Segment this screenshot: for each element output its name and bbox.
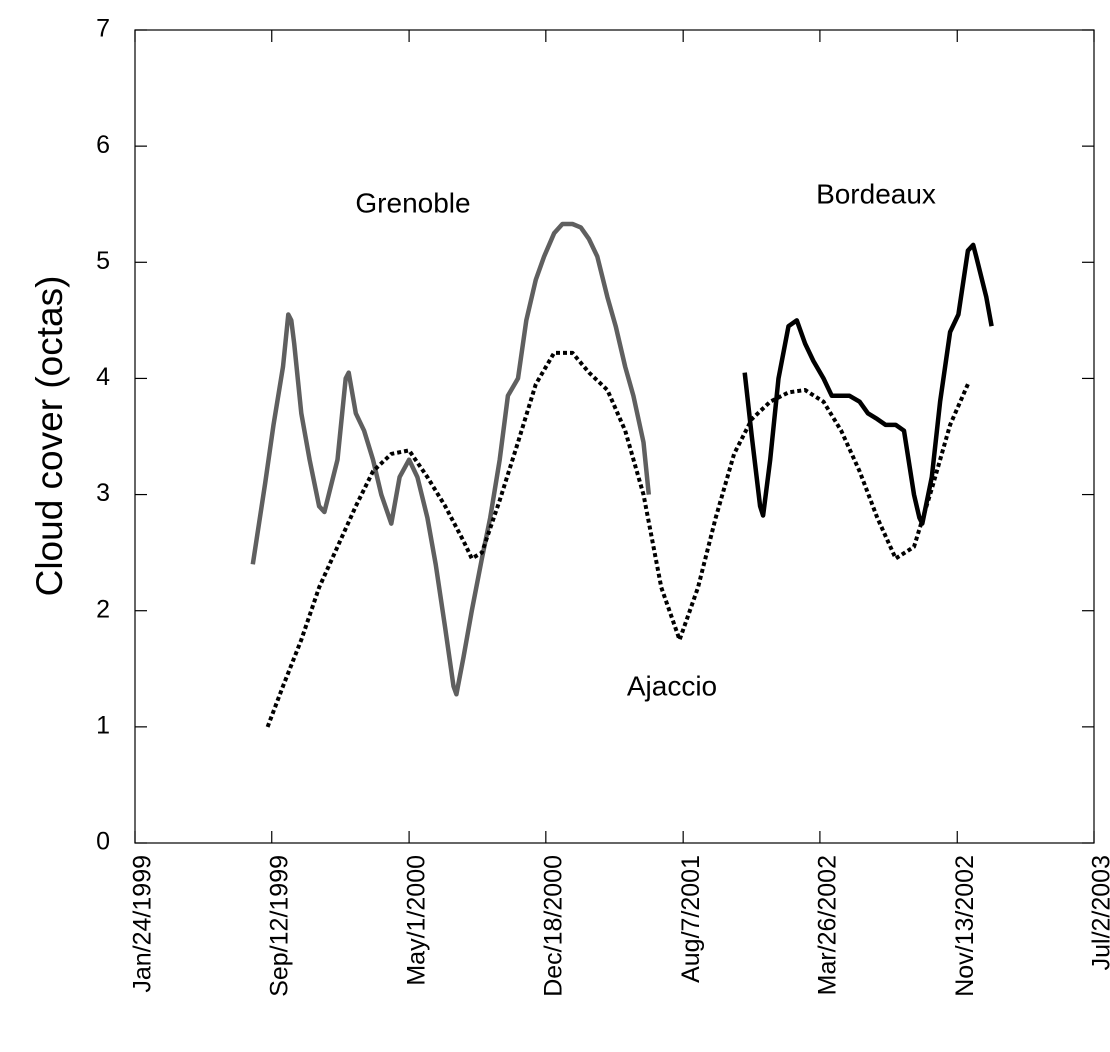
y-axis-label: Cloud cover (octas) bbox=[29, 276, 70, 597]
y-tick-label: 1 bbox=[96, 711, 110, 739]
series-line bbox=[742, 242, 994, 526]
x-tick-label: May/1/2000 bbox=[403, 855, 431, 986]
series-label: Bordeaux bbox=[816, 178, 936, 209]
x-tick-label: Jan/24/1999 bbox=[129, 855, 157, 993]
x-tick-label: Mar/26/2002 bbox=[814, 855, 842, 995]
plot-frame bbox=[134, 29, 1095, 844]
y-tick-label: 3 bbox=[96, 479, 110, 507]
series-line bbox=[250, 221, 652, 697]
x-tick-label: Aug/7/2001 bbox=[677, 855, 705, 983]
x-tick-label: Jul/2/2003 bbox=[1088, 855, 1110, 970]
y-tick-label: 5 bbox=[96, 247, 110, 275]
series-label: Ajaccio bbox=[627, 670, 717, 701]
series-line bbox=[265, 350, 970, 728]
y-tick-label: 2 bbox=[96, 595, 110, 623]
x-tick-label: Sep/12/1999 bbox=[265, 855, 293, 997]
x-tick-label: Dec/18/2000 bbox=[539, 855, 567, 997]
y-tick-label: 6 bbox=[96, 131, 110, 159]
y-tick-label: 0 bbox=[96, 828, 110, 856]
y-tick-label: 4 bbox=[96, 363, 110, 391]
y-tick-label: 7 bbox=[96, 15, 110, 43]
x-tick-label: Nov/13/2002 bbox=[951, 855, 979, 997]
series-label: Grenoble bbox=[355, 187, 470, 218]
